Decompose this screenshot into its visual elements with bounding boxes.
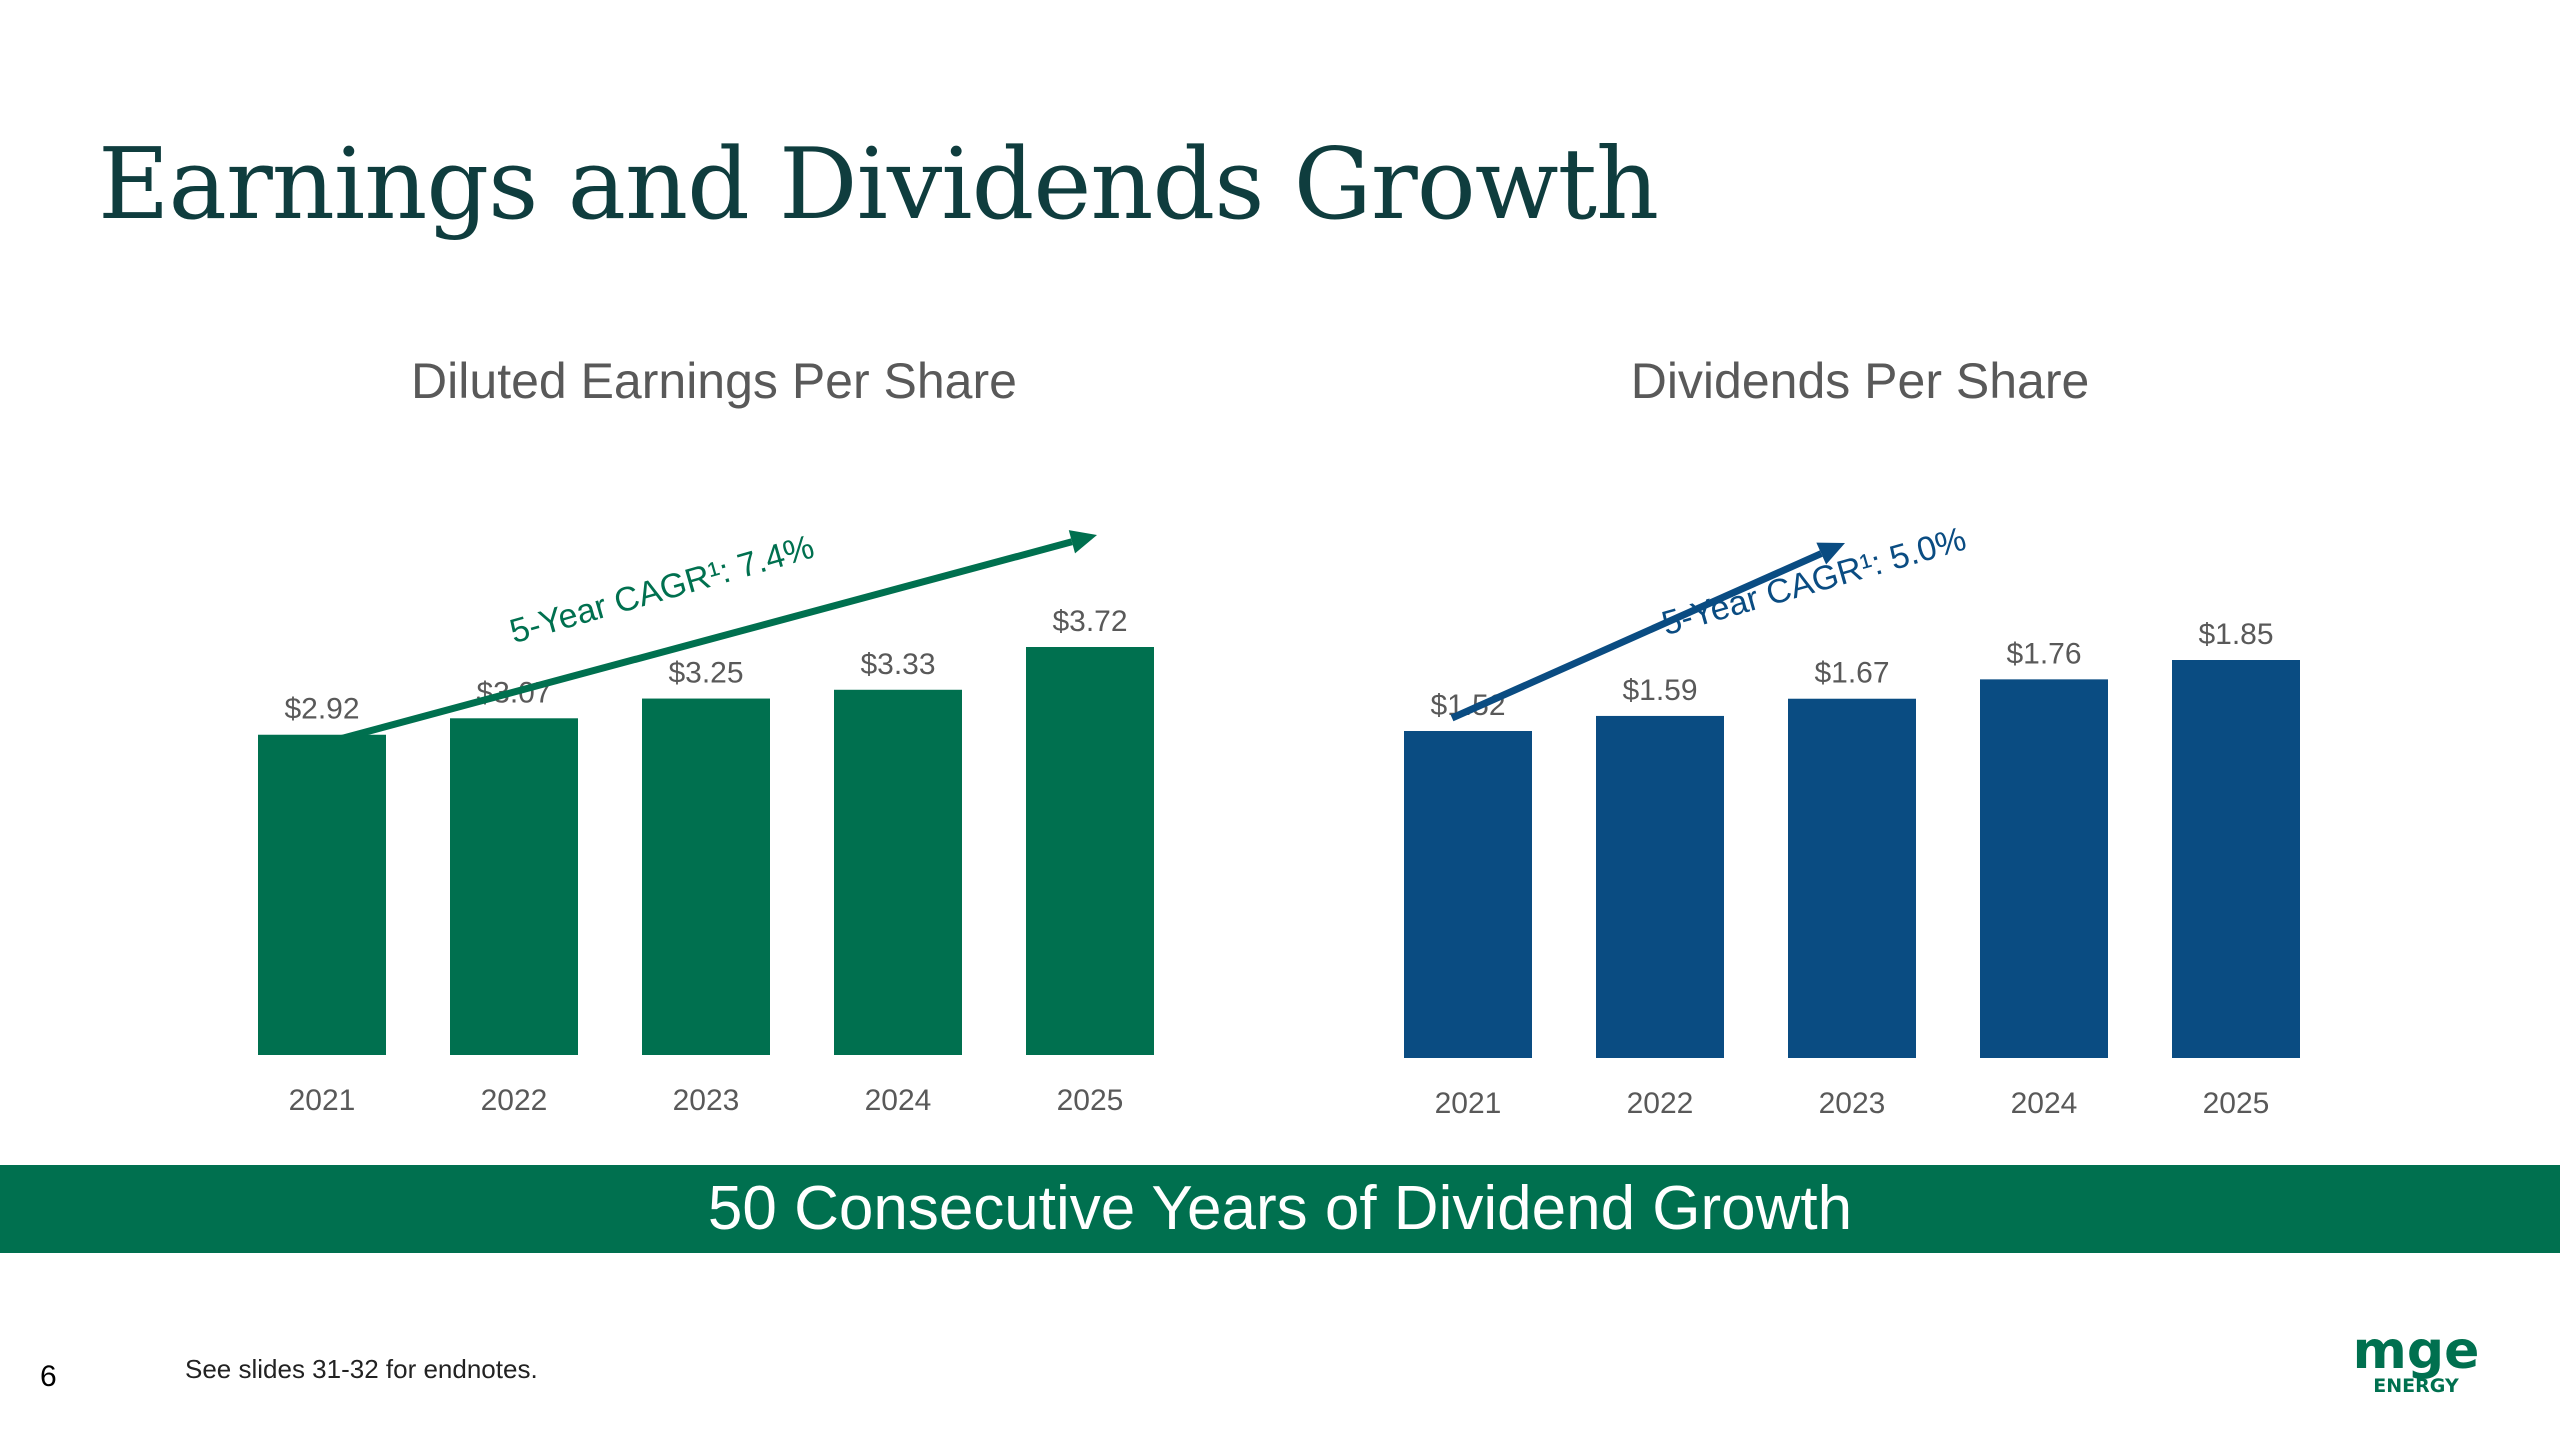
eps-tick-label-2023: 2023 — [673, 1084, 740, 1117]
dps-data-label-2025: $1.85 — [2198, 618, 2273, 651]
eps-chart-title: Diluted Earnings Per Share — [411, 353, 1017, 409]
eps-bar-2022 — [450, 718, 578, 1055]
dps-chart-title: Dividends Per Share — [1630, 353, 2090, 409]
banner: 50 Consecutive Years of Dividend Growth — [0, 1165, 2560, 1253]
eps-tick-label-2025: 2025 — [1057, 1084, 1124, 1117]
endnote: See slides 31-32 for endnotes. — [185, 1354, 538, 1384]
dps-trend-arrow-head — [1816, 542, 1845, 565]
dps-tick-label-2023: 2023 — [1819, 1087, 1886, 1120]
page-number: 6 — [40, 1360, 57, 1393]
eps-bar-2021 — [258, 734, 386, 1055]
eps-cagr-annotation: 5-Year CAGR¹: 7.4% — [506, 528, 819, 651]
eps-bar-2025 — [1026, 647, 1154, 1055]
banner-text: 50 Consecutive Years of Dividend Growth — [707, 1174, 1853, 1243]
dps-data-label-2021: $1.52 — [1430, 689, 1505, 722]
logo-mark: MGE — [2353, 1321, 2480, 1381]
dps-data-label-2024: $1.76 — [2006, 637, 2081, 670]
eps-trend-arrow-line — [309, 538, 1073, 751]
eps-bar-2023 — [642, 698, 770, 1055]
eps-chart: $2.922021$3.072022$3.252023$3.332024$3.7… — [258, 528, 1154, 1117]
dps-bar-2024 — [1980, 679, 2108, 1058]
dps-cagr-annotation: 5-Year CAGR¹: 5.0% — [1658, 520, 1971, 643]
dps-tick-label-2025: 2025 — [2203, 1087, 2270, 1120]
dps-tick-label-2021: 2021 — [1435, 1087, 1502, 1120]
dps-bar-2025 — [2172, 660, 2300, 1058]
dps-data-label-2023: $1.67 — [1814, 657, 1889, 690]
dps-trend-arrow-line — [1450, 550, 1823, 722]
eps-data-label-2025: $3.72 — [1052, 605, 1127, 638]
eps-bar-2024 — [834, 689, 962, 1055]
dps-bar-2021 — [1404, 730, 1532, 1058]
eps-data-label-2024: $3.33 — [860, 648, 935, 681]
dps-bar-2023 — [1788, 698, 1916, 1058]
logo-wordmark: ENERGY — [2373, 1375, 2459, 1397]
eps-data-label-2021: $2.92 — [284, 693, 359, 726]
dps-bar-2022 — [1596, 715, 1724, 1058]
dps-chart: $1.52 2021 $1.59 2022 $1.67 2023 $1.76 2024 $1.8… — [1404, 520, 2300, 1120]
eps-trend-arrow-head — [1068, 530, 1097, 554]
eps-data-label-2023: $3.25 — [668, 657, 743, 690]
eps-tick-label-2021: 2021 — [289, 1084, 356, 1117]
slide-title: Earnings and Dividends Growth — [98, 128, 1659, 242]
mge-energy-logo: MGE ENERGY — [2353, 1321, 2480, 1397]
dps-tick-label-2022: 2022 — [1627, 1087, 1694, 1120]
eps-tick-label-2024: 2024 — [865, 1084, 932, 1117]
dps-data-label-2022: $1.59 — [1622, 674, 1697, 707]
dps-tick-label-2024: 2024 — [2011, 1087, 2078, 1120]
eps-tick-label-2022: 2022 — [481, 1084, 548, 1117]
